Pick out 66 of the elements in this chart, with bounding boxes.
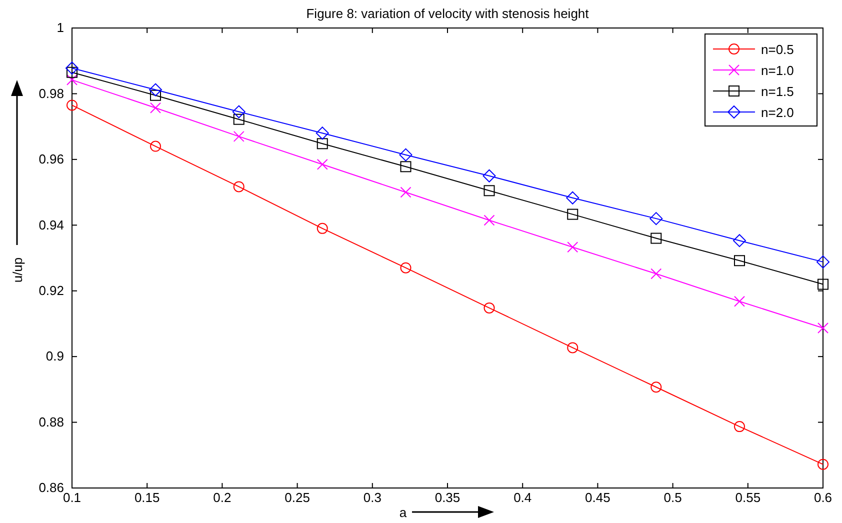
point: [232, 105, 246, 118]
point: [818, 322, 828, 334]
y-tick-label: 1: [56, 20, 64, 36]
point: [650, 212, 663, 226]
y-tick-label: 0.96: [38, 152, 64, 167]
point: [316, 222, 328, 234]
point: [150, 140, 162, 152]
point: [484, 302, 495, 314]
x-tick-label: 0.45: [585, 490, 610, 506]
point: [316, 158, 328, 170]
point: [734, 255, 745, 266]
point: [567, 342, 578, 354]
x-tick-label: 0.4: [514, 490, 532, 506]
point: [316, 138, 328, 150]
chart-title: Figure 8: variation of velocity with stenosis height: [306, 6, 590, 21]
point: [233, 130, 244, 142]
point: [734, 296, 745, 307]
point: [66, 66, 78, 78]
point: [66, 62, 78, 75]
point: [400, 161, 412, 172]
y-tick-label: 0.98: [38, 86, 64, 101]
legend-label: n=2.0: [761, 105, 794, 120]
point: [482, 169, 496, 182]
point: [567, 208, 578, 220]
point: [400, 262, 412, 274]
x-axis-title: a: [399, 505, 408, 520]
point: [734, 421, 745, 432]
x-tick-label: 0.55: [735, 490, 761, 506]
point: [567, 242, 578, 253]
x-tick-label: 0.35: [434, 490, 460, 506]
point: [566, 191, 580, 204]
point: [149, 83, 162, 96]
x-tick-label: 0.5: [664, 490, 682, 506]
point: [316, 126, 329, 140]
point: [650, 382, 662, 393]
point: [484, 214, 495, 226]
point: [233, 181, 244, 192]
point: [650, 232, 662, 244]
point: [650, 268, 662, 280]
point: [400, 186, 412, 198]
x-tick-label: 0.2: [213, 490, 232, 506]
legend-label: n=1.0: [761, 63, 794, 78]
y-tick-label: 0.92: [38, 283, 64, 298]
point: [818, 278, 828, 290]
point: [66, 100, 78, 111]
point: [66, 74, 78, 86]
y-tick-label: 0.9: [46, 348, 64, 364]
x-tick-label: 0.6: [814, 490, 832, 506]
point: [150, 102, 162, 114]
point: [233, 114, 244, 125]
x-tick-label: 0.25: [284, 490, 310, 506]
x-tick-label: 0.1: [62, 490, 82, 506]
x-tick-label: 0.3: [363, 490, 382, 506]
x-tick-label: 0.15: [134, 490, 160, 506]
legend-label: n=0.5: [761, 42, 794, 57]
legend-label: n=1.5: [761, 84, 794, 99]
point: [816, 255, 830, 268]
point: [732, 234, 746, 248]
y-tick-label: 0.88: [38, 414, 64, 430]
point: [150, 90, 162, 101]
y-tick-label: 0.86: [38, 480, 64, 496]
y-axis-title: u/up: [10, 257, 25, 283]
point: [399, 148, 412, 162]
y-tick-label: 0.94: [38, 217, 64, 232]
point: [484, 185, 495, 196]
point: [818, 458, 828, 470]
